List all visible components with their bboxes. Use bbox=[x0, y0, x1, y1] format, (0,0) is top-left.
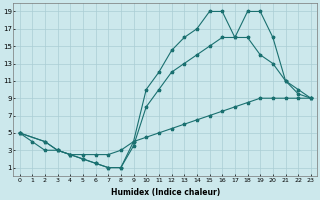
X-axis label: Humidex (Indice chaleur): Humidex (Indice chaleur) bbox=[111, 188, 220, 197]
